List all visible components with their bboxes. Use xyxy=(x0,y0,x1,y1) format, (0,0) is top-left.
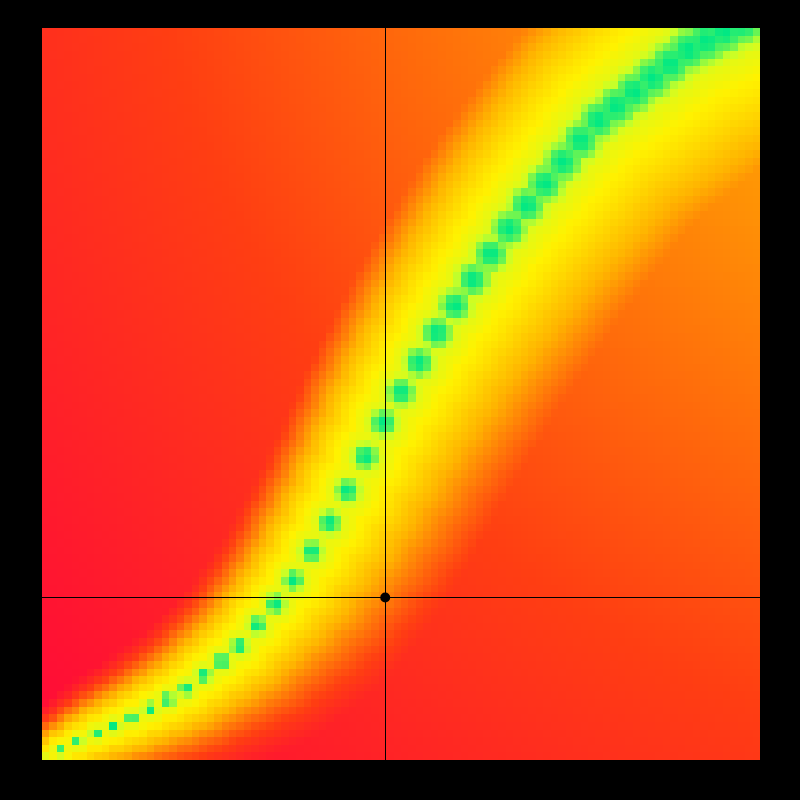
heatmap-canvas xyxy=(0,0,800,800)
chart-container: TheBottleneck.com xyxy=(0,0,800,800)
